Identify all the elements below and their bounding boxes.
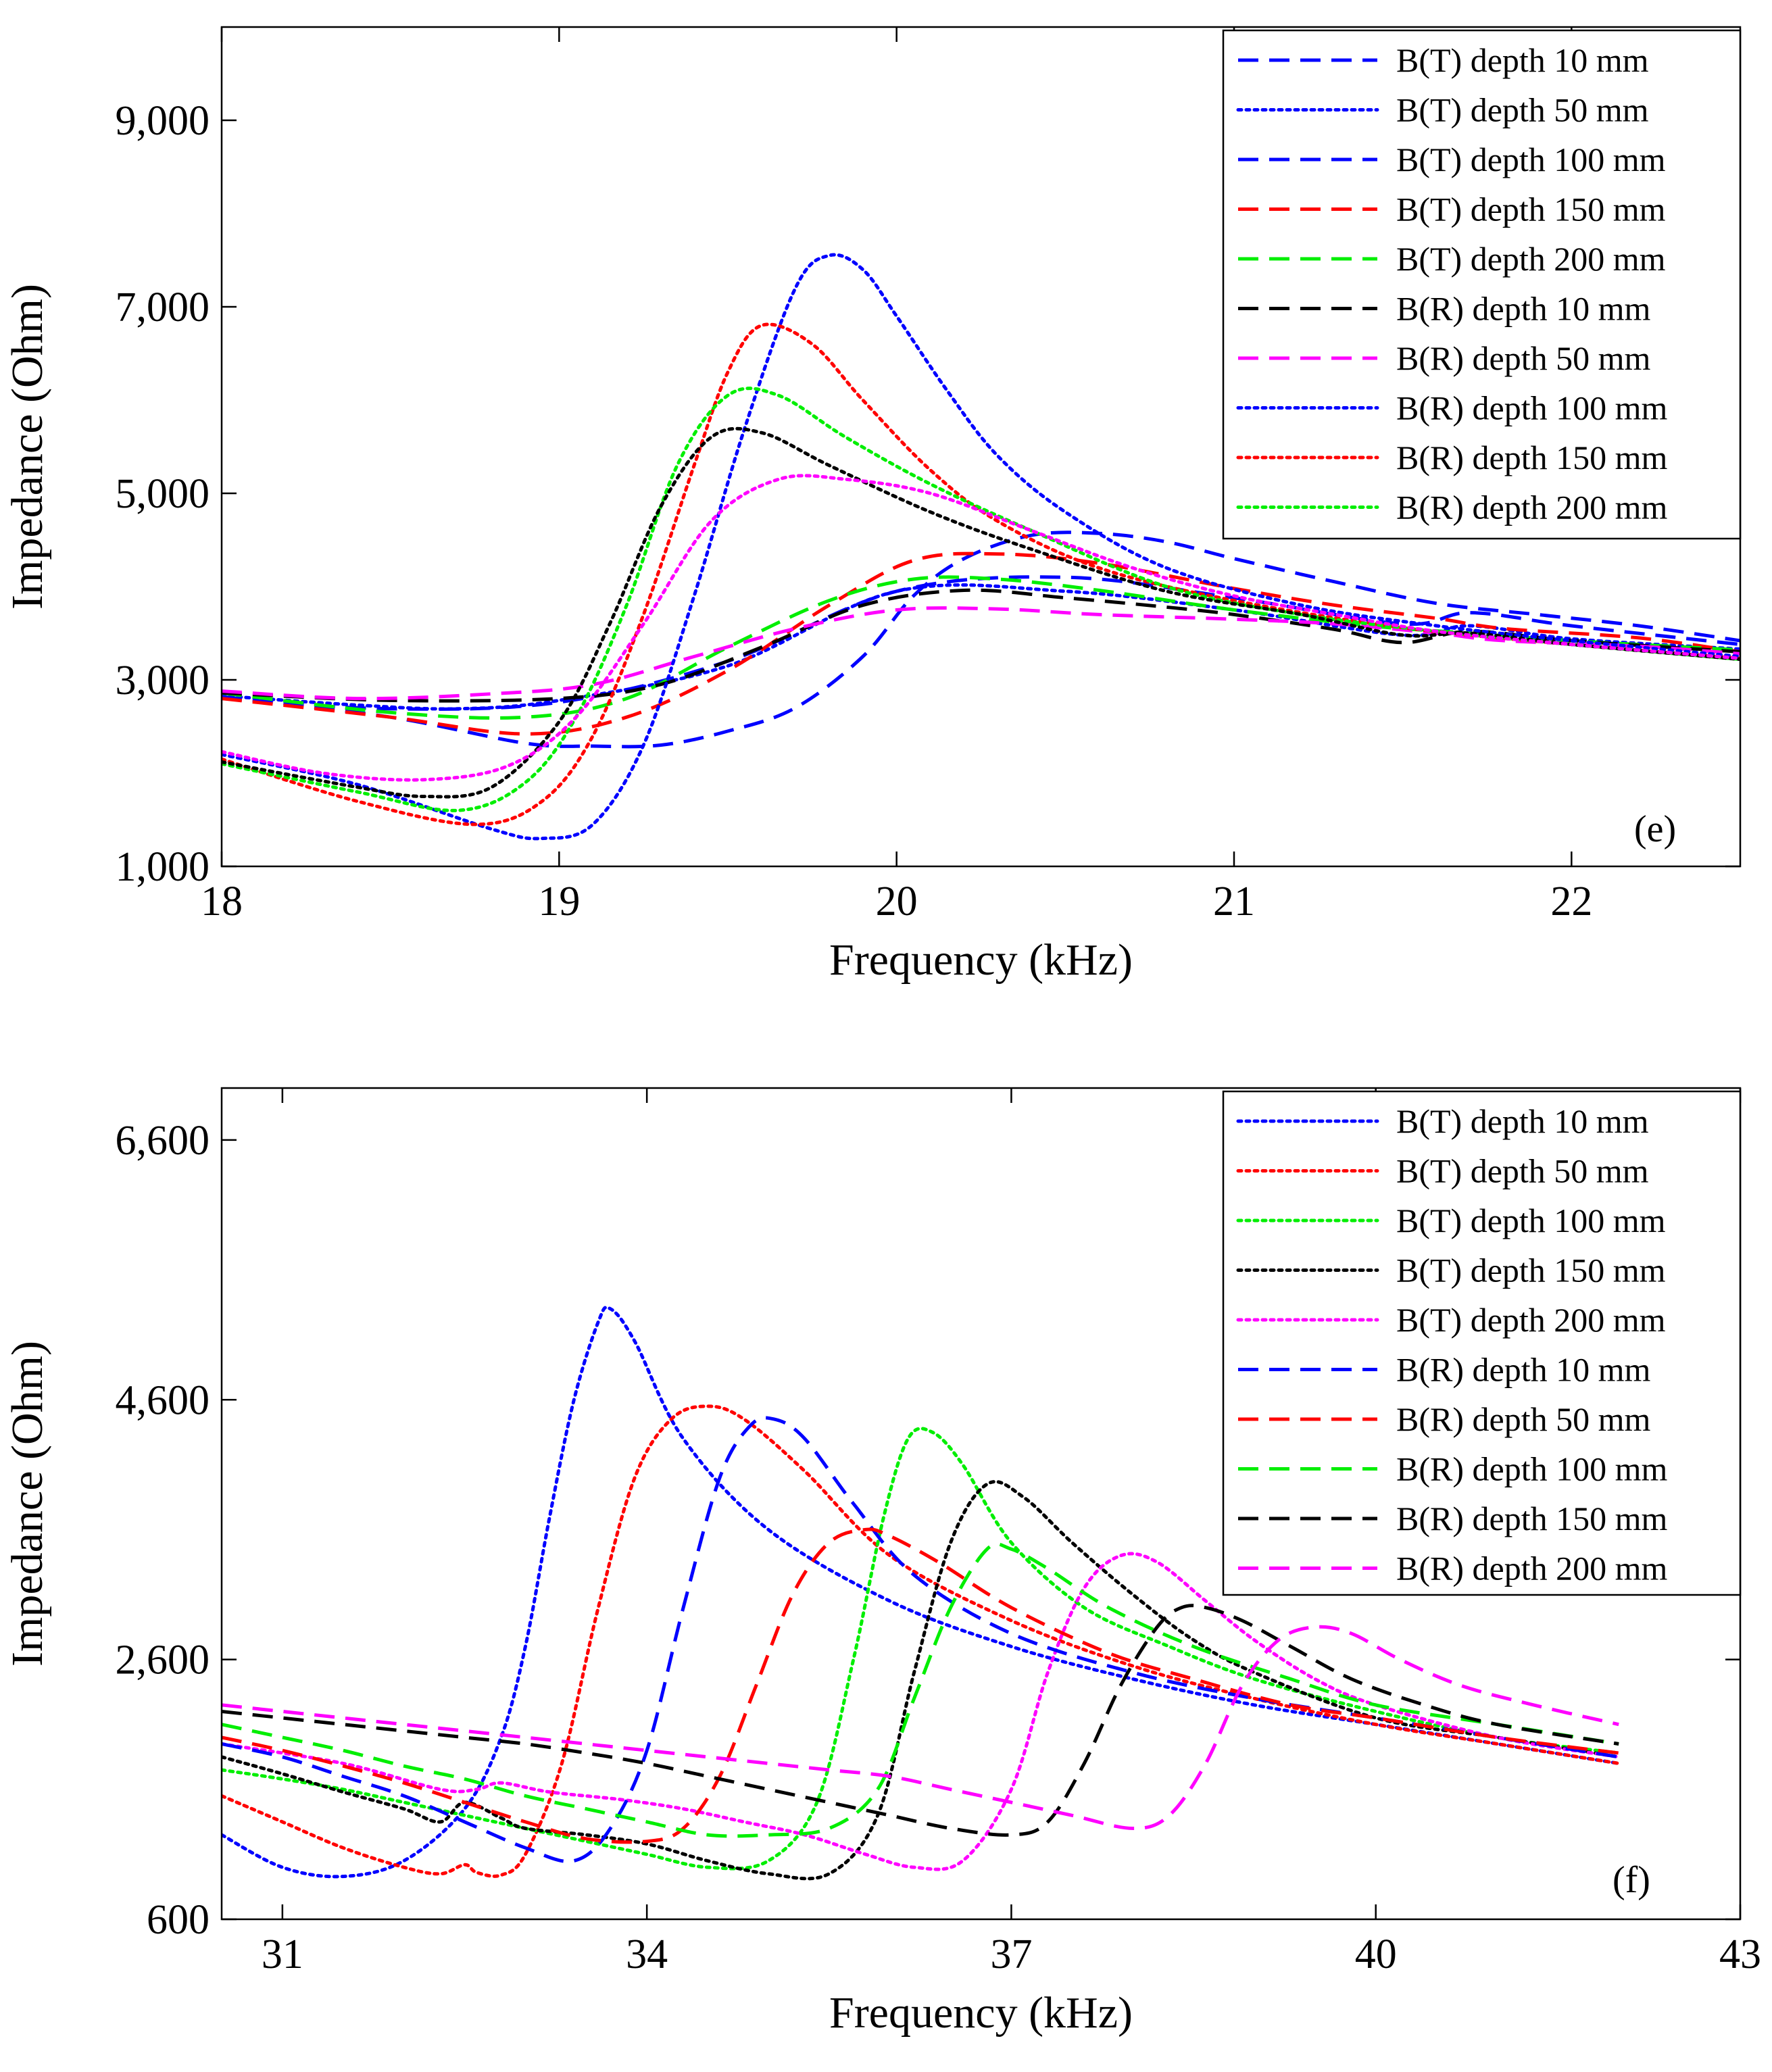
panel-e-x-tick-label: 21 [1213, 879, 1255, 924]
panel-f-legend-label-b-r-depth-200-mm: B(R) depth 200 mm [1396, 1550, 1667, 1587]
panel-e-legend-label-b-r-depth-100-mm: B(R) depth 100 mm [1396, 389, 1667, 427]
panel-f-y-tick-label: 600 [147, 1897, 210, 1943]
panel-e-y-tick-label: 9,000 [116, 98, 210, 144]
panel-e-panel-label: (e) [1634, 808, 1676, 850]
panel-e-x-axis-label: Frequency (kHz) [829, 935, 1133, 985]
panel-f-legend-label-b-r-depth-10-mm: B(R) depth 10 mm [1396, 1351, 1650, 1389]
panel-e-legend-label-b-t-depth-10-mm: B(T) depth 10 mm [1396, 41, 1649, 79]
panel-f-legend-label-b-t-depth-150-mm: B(T) depth 150 mm [1396, 1252, 1666, 1289]
panel-e-y-axis-label: Impedance (Ohm) [3, 284, 52, 610]
panel-f-series-b-r-depth-150-mm [222, 1604, 1619, 1837]
panel-f-y-axis-label: Impedance (Ohm) [3, 1341, 52, 1667]
panel-e-y-tick-label: 5,000 [116, 471, 210, 517]
panel-f-panel-label: (f) [1613, 1859, 1650, 1901]
panel-e-x-tick-label: 20 [876, 879, 918, 924]
panel-e-x-tick-label: 22 [1550, 879, 1592, 924]
panel-f-series-b-r-depth-100-mm [222, 1542, 1619, 1838]
panel-e-legend-label-b-r-depth-10-mm: B(R) depth 10 mm [1396, 290, 1650, 328]
panel-f-x-axis-label: Frequency (kHz) [829, 1988, 1133, 2038]
panel-e-legend-label-b-r-depth-150-mm: B(R) depth 150 mm [1396, 439, 1667, 476]
panel-e-series-b-t-depth-10-mm [222, 531, 1740, 749]
panel-f-legend-label-b-t-depth-100-mm: B(T) depth 100 mm [1396, 1202, 1666, 1239]
panel-f-legend-box [1222, 1090, 1742, 1596]
panel-f-y-tick-label: 4,600 [116, 1377, 210, 1423]
panel-f-series-b-t-depth-10-mm [222, 1306, 1621, 1879]
panel-e-y-tick-label: 7,000 [116, 285, 210, 330]
panel-f-legend-label-b-t-depth-10-mm: B(T) depth 10 mm [1396, 1102, 1649, 1140]
panel-f-legend-label-b-r-depth-50-mm: B(R) depth 50 mm [1396, 1400, 1650, 1438]
panel-e-series-b-r-depth-200-mm [222, 387, 1740, 812]
panel-e-x-tick-label: 18 [201, 879, 243, 924]
panel-f-legend-label-b-t-depth-200-mm: B(T) depth 200 mm [1396, 1301, 1666, 1339]
panel-e-series-b-t-depth-50-mm [222, 583, 1740, 711]
panel-e-series-b-r-depth-100-mm [222, 253, 1740, 841]
panel-e-x-tick-label: 19 [538, 879, 580, 924]
panel-f-y-tick-label: 6,600 [116, 1118, 210, 1164]
panel-f-chart: 31 34 37 40 43 600 2,600 4,600 6,600 Frequency (k… [3, 1087, 1761, 2038]
panel-e-series-b-r-depth-10-mm [222, 588, 1740, 703]
panel-f-x-tick-label: 43 [1719, 1931, 1761, 1977]
panel-f-x-tick-label: 37 [990, 1931, 1032, 1977]
panel-e-series-b-r-depth-50-mm [222, 606, 1740, 701]
panel-e-y-tick-label: 1,000 [116, 844, 210, 890]
panel-f-y-tick-label: 2,600 [116, 1637, 210, 1683]
panel-f-legend-label-b-t-depth-50-mm: B(T) depth 50 mm [1396, 1152, 1649, 1190]
panel-e-chart: 18 19 20 21 22 1,000 3,000 5,000 7,000 9,000 Frequ… [3, 26, 1742, 985]
panel-e-series-b-t-depth-150-mm [222, 551, 1740, 736]
panel-f-legend-label-b-r-depth-150-mm: B(R) depth 150 mm [1396, 1500, 1667, 1537]
panel-f-legend-label-b-r-depth-100-mm: B(R) depth 100 mm [1396, 1450, 1667, 1488]
panel-e-legend: B(T) depth 10 mm B(T) depth 50 mm B(T) dep… [1222, 29, 1742, 540]
panel-e-legend-label-b-t-depth-100-mm: B(T) depth 100 mm [1396, 141, 1666, 178]
panel-f-series-b-t-depth-200-mm [222, 1552, 1621, 1871]
panel-e-y-tick-label: 3,000 [116, 658, 210, 704]
panel-e-legend-label-b-r-depth-50-mm: B(R) depth 50 mm [1396, 339, 1650, 377]
panel-f-x-tick-label: 31 [262, 1931, 303, 1977]
panel-e-legend-label-b-t-depth-150-mm: B(T) depth 150 mm [1396, 191, 1666, 228]
panel-e-legend-label-b-t-depth-200-mm: B(T) depth 200 mm [1396, 240, 1666, 278]
panel-f-series-b-t-depth-150-mm [222, 1479, 1621, 1881]
panel-e-legend-box [1222, 29, 1742, 540]
panel-f-x-tick-label: 40 [1355, 1931, 1397, 1977]
panel-f-series-b-r-depth-200-mm [222, 1625, 1619, 1831]
panel-e-series-b-r-magenta-dotted [222, 474, 1740, 782]
panel-f-x-tick-label: 34 [626, 1931, 668, 1977]
panel-e-legend-label-b-r-depth-200-mm: B(R) depth 200 mm [1396, 489, 1667, 526]
panel-f-legend: B(T) depth 10 mm B(T) depth 50 mm B(T) dep… [1222, 1090, 1742, 1596]
panel-f-series-b-r-depth-10-mm [222, 1416, 1619, 1863]
panel-e-series-group [222, 253, 1740, 841]
panel-f-series-b-t-depth-100-mm [222, 1427, 1621, 1871]
panel-f-series-b-r-depth-50-mm [222, 1527, 1619, 1844]
panel-e-legend-label-b-t-depth-50-mm: B(T) depth 50 mm [1396, 91, 1649, 129]
panel-e-series-b-t-depth-100-mm [222, 575, 1740, 711]
panel-e-series-b-r-black-dotted [222, 426, 1740, 799]
panel-f-series-group [222, 1306, 1621, 1881]
